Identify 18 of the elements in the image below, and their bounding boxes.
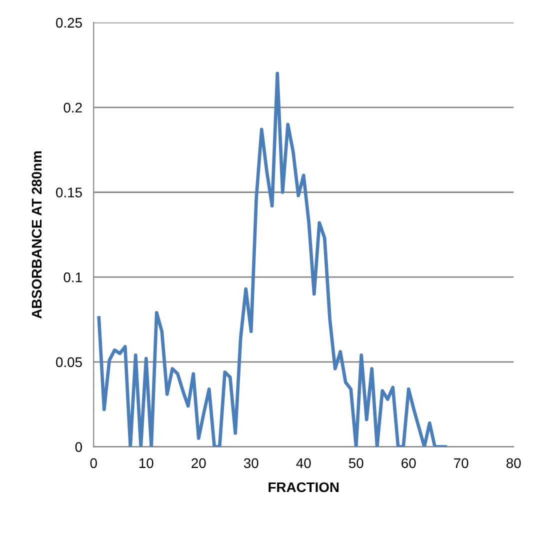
y-tick-label: 0.2 [64, 102, 82, 113]
x-tick-label: 50 [348, 458, 364, 468]
x-tick-label: 40 [296, 458, 311, 468]
x-tick-label: 10 [139, 458, 154, 468]
y-tick-label: 0.05 [56, 357, 82, 368]
x-tick-label: 60 [402, 458, 416, 468]
line-series [97, 72, 448, 447]
x-tick-label: 30 [244, 458, 258, 468]
y-tick-label: 0.15 [56, 188, 82, 198]
y-axis-title: ABSORBANCE AT 280nm [32, 151, 42, 318]
x-tick-label: 0 [90, 458, 97, 468]
x-tick-label: 70 [454, 458, 468, 468]
x-tick-label: 80 [506, 458, 521, 468]
x-axis-title: FRACTION [268, 482, 339, 492]
y-tick-label: 0.25 [56, 18, 82, 28]
y-tick-label: 0 [75, 442, 82, 452]
y-tick-label: 0.1 [64, 272, 82, 282]
x-tick-label: 20 [192, 458, 206, 468]
